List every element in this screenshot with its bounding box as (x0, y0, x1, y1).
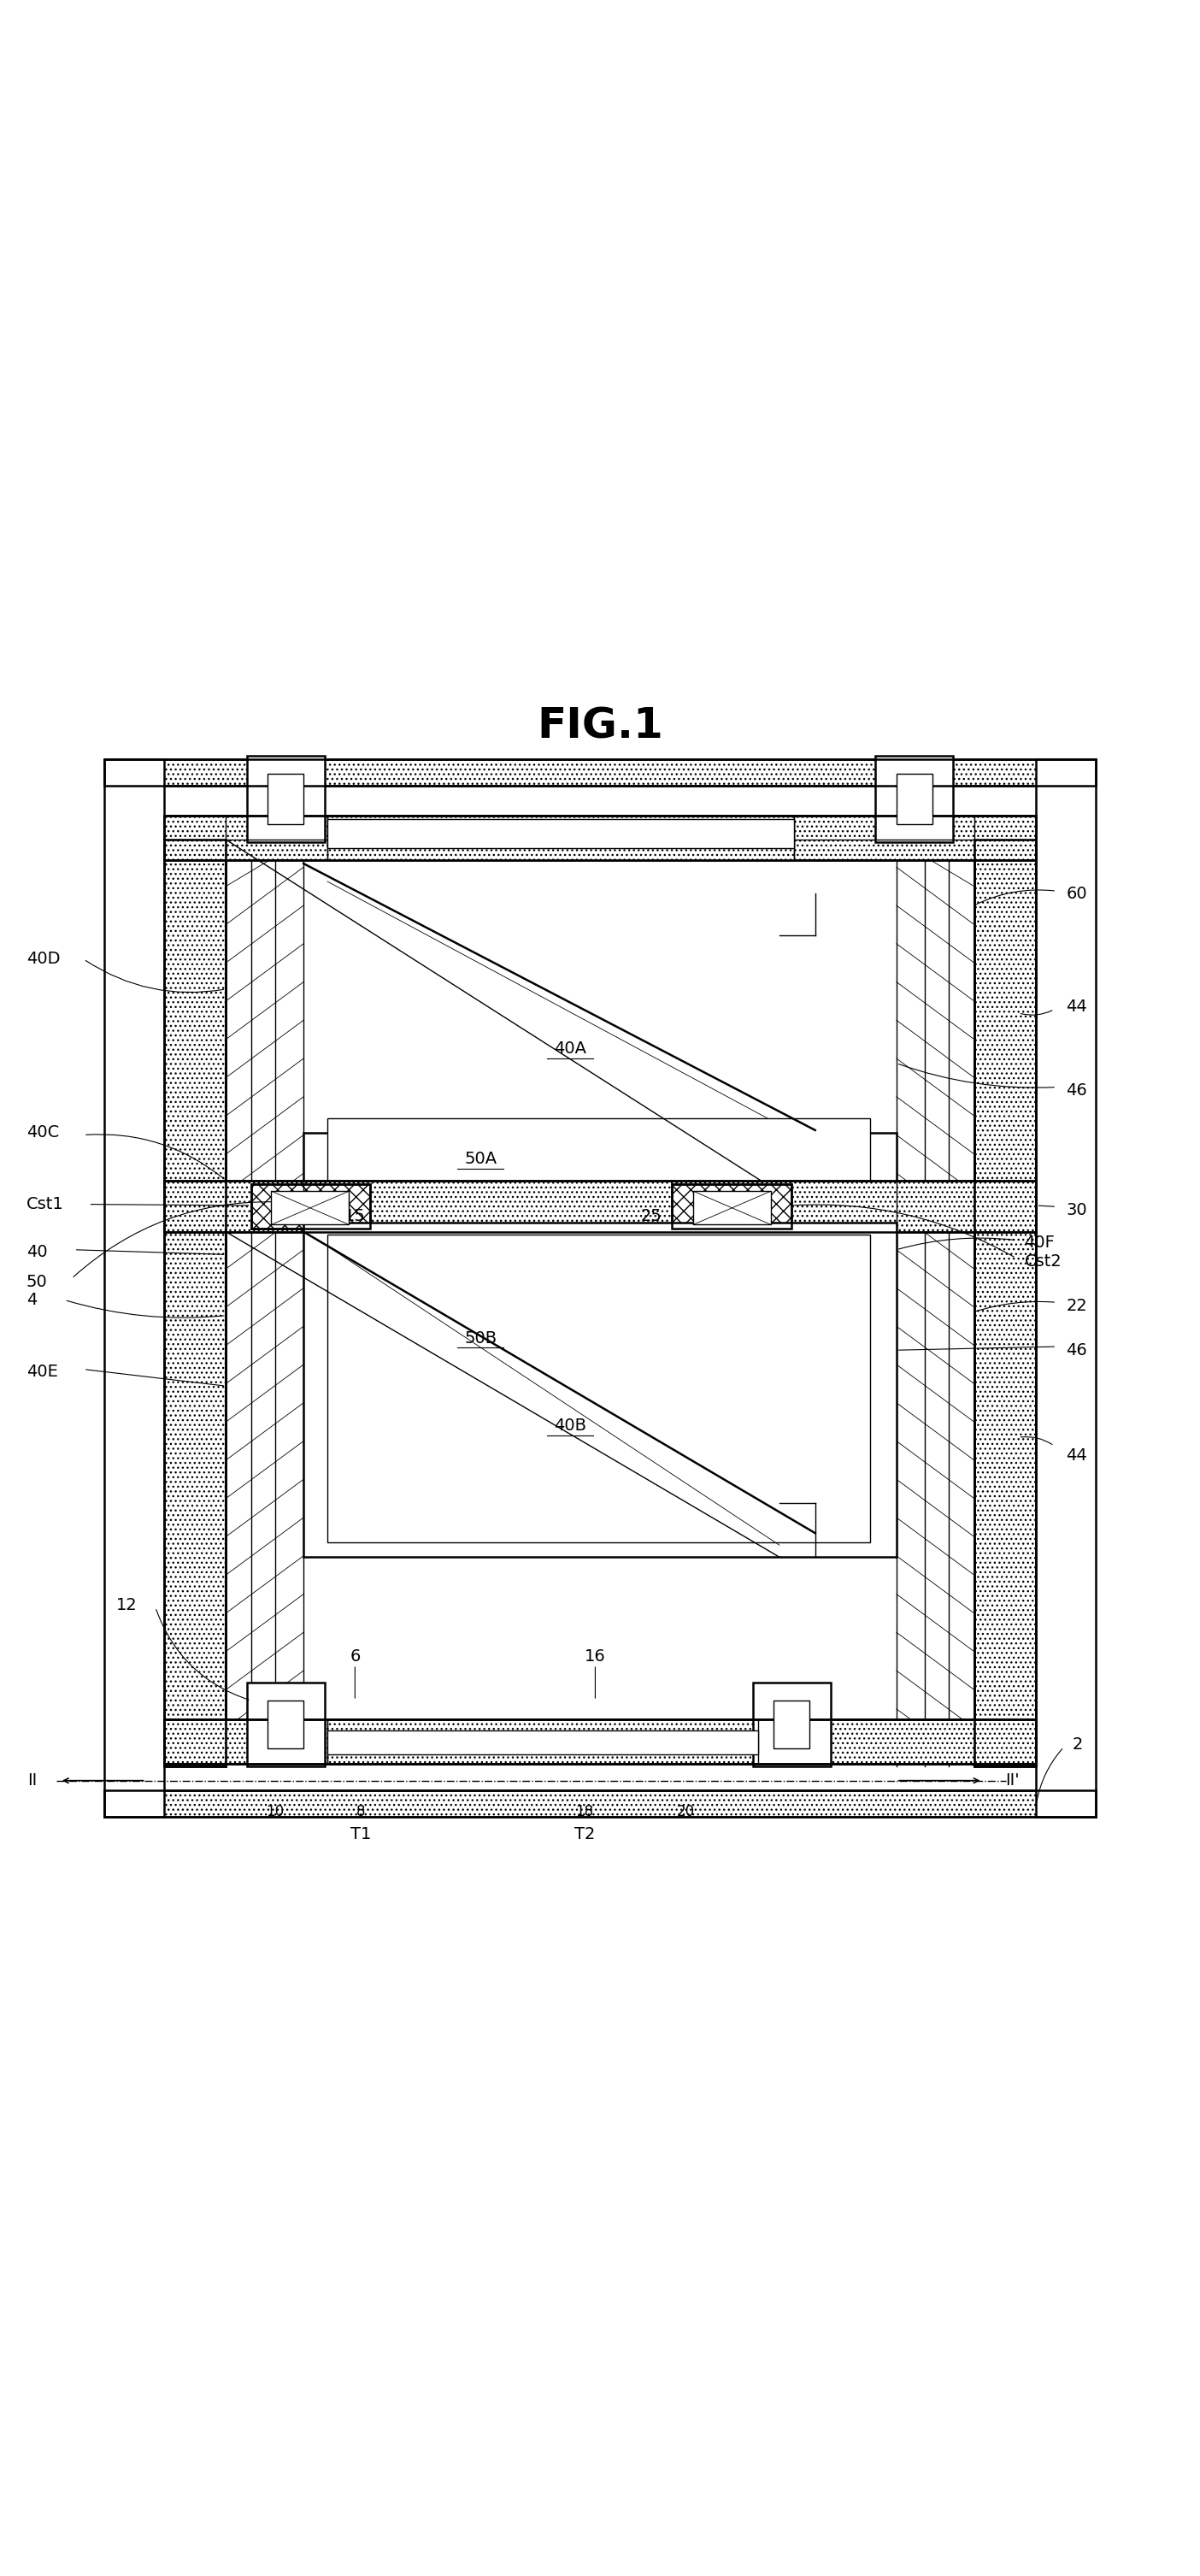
Bar (752, 1682, 830, 1767)
Bar (328, 1234, 870, 1543)
Text: 25: 25 (641, 1208, 662, 1224)
Text: 50: 50 (26, 1275, 48, 1291)
Text: Cst2: Cst2 (1025, 1255, 1062, 1270)
Bar (1037, 760, 1096, 1816)
Bar (251, 1687, 322, 1762)
Text: 50B: 50B (464, 1329, 497, 1347)
Text: II': II' (1006, 1772, 1020, 1788)
Text: 46: 46 (1066, 1082, 1087, 1100)
Bar (875, 755, 953, 842)
Text: 18: 18 (576, 1803, 594, 1819)
Bar (268, 773, 304, 824)
Bar (672, 1185, 791, 1229)
Bar (163, 817, 1037, 860)
Text: 4: 4 (26, 1291, 37, 1309)
Text: 16: 16 (584, 1649, 606, 1664)
Text: 50A: 50A (464, 1151, 497, 1167)
Bar (271, 1190, 349, 1224)
Text: 6: 6 (349, 1649, 360, 1664)
Text: 44: 44 (1066, 1448, 1087, 1463)
Text: 40E: 40E (26, 1363, 58, 1381)
Text: 8: 8 (356, 1803, 366, 1819)
Bar (104, 760, 163, 1816)
Bar (328, 817, 793, 860)
Text: 44: 44 (1066, 999, 1087, 1015)
Bar (974, 840, 1037, 1767)
Bar (163, 840, 226, 1767)
Bar (328, 1731, 757, 1754)
Bar (104, 760, 1096, 786)
Bar (163, 1180, 1037, 1231)
Bar (328, 817, 793, 860)
Text: 12: 12 (116, 1597, 137, 1613)
Text: 40F: 40F (1025, 1234, 1055, 1252)
Bar (328, 1721, 757, 1765)
Bar (251, 760, 322, 837)
Bar (268, 1700, 304, 1749)
Bar (163, 1180, 1037, 1231)
Bar (694, 1190, 770, 1224)
Bar (328, 1721, 757, 1765)
Text: 2: 2 (1072, 1736, 1082, 1752)
Bar (104, 1790, 1096, 1816)
Text: 40C: 40C (26, 1126, 59, 1141)
Text: 20: 20 (677, 1803, 695, 1819)
Text: II: II (28, 1772, 37, 1788)
Text: T2: T2 (574, 1826, 595, 1842)
Bar (756, 1687, 827, 1762)
Bar (163, 840, 226, 1767)
Bar (247, 755, 325, 842)
Text: 60: 60 (1066, 886, 1087, 902)
Text: 40B: 40B (554, 1417, 587, 1435)
Text: Cst1: Cst1 (26, 1195, 64, 1213)
Bar (304, 1221, 896, 1556)
Text: 46: 46 (1066, 1342, 1087, 1358)
Text: T1: T1 (350, 1826, 371, 1842)
Bar (328, 1118, 870, 1234)
Text: 22: 22 (1066, 1298, 1087, 1314)
Bar (251, 1185, 371, 1229)
Text: 40: 40 (26, 1244, 47, 1260)
Bar (104, 1790, 1096, 1816)
Bar (974, 840, 1037, 1767)
Text: 15: 15 (344, 1208, 366, 1224)
Bar (304, 1133, 896, 1221)
Bar (163, 1721, 1037, 1765)
Bar (878, 760, 949, 837)
Text: FIG.1: FIG.1 (536, 706, 664, 747)
Text: 40A: 40A (554, 1041, 587, 1056)
Bar (163, 817, 1037, 860)
Bar (328, 819, 793, 848)
Bar (163, 1721, 1037, 1765)
Bar (672, 1185, 791, 1229)
Text: 30: 30 (1066, 1203, 1087, 1218)
Bar (773, 1700, 809, 1749)
Text: 10: 10 (266, 1803, 284, 1819)
Bar (104, 760, 1096, 786)
Bar (251, 1185, 371, 1229)
Bar (247, 1682, 325, 1767)
Text: 40D: 40D (26, 951, 60, 969)
Bar (896, 773, 932, 824)
